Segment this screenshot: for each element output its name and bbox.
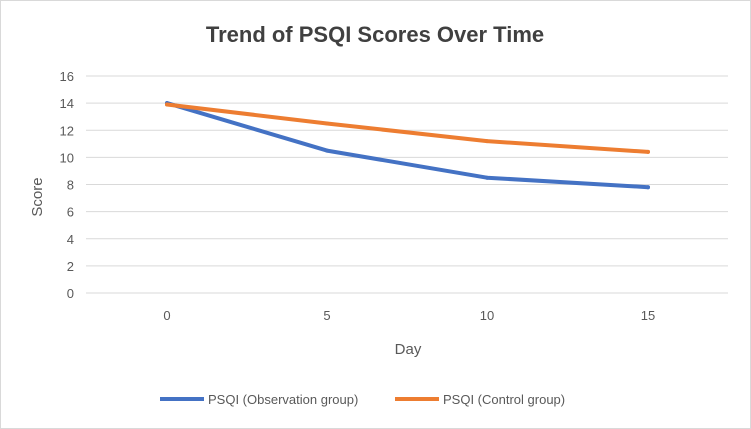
series-line-observation[interactable]	[165, 101, 650, 190]
point-control-10[interactable]	[485, 139, 489, 144]
y-tick-label: 12	[60, 123, 74, 138]
x-tick-label: 15	[641, 308, 655, 323]
x-axis-label: Day	[395, 341, 422, 358]
series-lines	[165, 101, 650, 190]
point-observation-5[interactable]	[325, 148, 329, 153]
x-tick-label: 0	[163, 308, 170, 323]
gridlines	[86, 75, 728, 294]
y-tick-label: 14	[60, 96, 74, 111]
y-tick-labels: 0 2 4 6 8 10 12 14 16	[60, 69, 74, 301]
legend-label-observation[interactable]: PSQI (Observation group)	[208, 392, 358, 407]
chart-title: Trend of PSQI Scores Over Time	[206, 22, 544, 47]
point-control-0[interactable]	[165, 102, 169, 107]
point-observation-15[interactable]	[646, 185, 650, 190]
y-tick-label: 0	[67, 286, 74, 301]
y-tick-label: 6	[67, 205, 74, 220]
y-tick-label: 8	[67, 178, 74, 193]
legend[interactable]: PSQI (Observation group) PSQI (Control g…	[160, 392, 565, 407]
series-line-control[interactable]	[165, 102, 650, 154]
point-control-15[interactable]	[646, 149, 650, 154]
legend-label-control[interactable]: PSQI (Control group)	[443, 392, 565, 407]
point-control-5[interactable]	[325, 121, 329, 126]
y-tick-label: 4	[67, 232, 74, 247]
point-observation-10[interactable]	[485, 175, 489, 180]
x-tick-labels: 0 5 10 15	[163, 308, 655, 323]
y-tick-label: 10	[60, 150, 74, 165]
y-tick-label: 16	[60, 69, 74, 84]
y-tick-label: 2	[67, 259, 74, 274]
x-tick-label: 10	[480, 308, 494, 323]
x-tick-label: 5	[323, 308, 330, 323]
y-axis-label: Score	[29, 177, 46, 216]
